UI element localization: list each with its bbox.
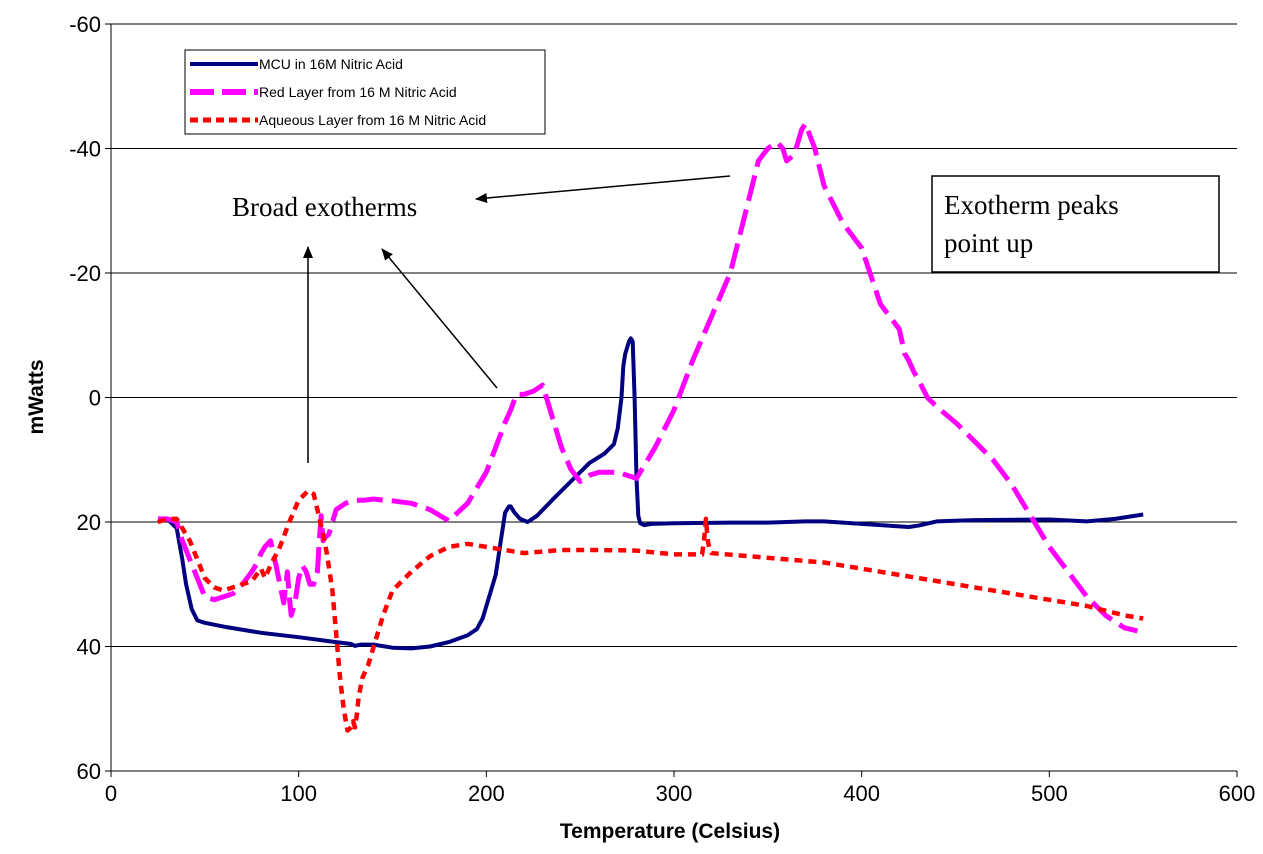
y-axis-title: mWatts bbox=[25, 359, 48, 434]
x-tick-label-0: 0 bbox=[105, 781, 117, 806]
series-line-1 bbox=[157, 121, 1139, 634]
gridlines bbox=[111, 23, 1237, 772]
x-tick-label-3: 300 bbox=[656, 781, 693, 806]
y-tick-label-4: 20 bbox=[77, 510, 101, 535]
x-tick-label-6: 600 bbox=[1219, 781, 1256, 806]
y-tick-label-1: -40 bbox=[69, 137, 101, 162]
y-tick-label-6: 60 bbox=[77, 759, 101, 784]
x-tick-label-4: 400 bbox=[843, 781, 880, 806]
y-tick-label-0: -60 bbox=[69, 12, 101, 37]
annotation-arrow-left bbox=[475, 175, 731, 203]
legend-label-mcu: MCU in 16M Nitric Acid bbox=[259, 56, 403, 72]
x-tick-label-5: 500 bbox=[1031, 781, 1068, 806]
legend-label-red-layer: Red Layer from 16 M Nitric Acid bbox=[259, 84, 457, 100]
legend-label-aqueous-layer: Aqueous Layer from 16 M Nitric Acid bbox=[259, 112, 486, 128]
y-tick-label-3: 0 bbox=[89, 386, 101, 411]
series-lines bbox=[157, 121, 1144, 733]
x-tick-label-1: 100 bbox=[280, 781, 317, 806]
exotherm-note-line-1: Exotherm peaks bbox=[944, 190, 1119, 220]
annotations: Broad exotherms Exotherm peaks point up bbox=[232, 175, 1220, 463]
x-axis-title: Temperature (Celsius) bbox=[560, 820, 780, 843]
series-line-0 bbox=[157, 336, 1144, 651]
exotherm-note-line-2: point up bbox=[944, 228, 1033, 258]
series-line-2 bbox=[157, 488, 1144, 733]
legend: MCU in 16M Nitric Acid Red Layer from 16… bbox=[184, 49, 546, 135]
y-tick-label-5: 40 bbox=[77, 635, 101, 660]
x-tick-label-2: 200 bbox=[468, 781, 505, 806]
annotation-arrow-diagonal bbox=[381, 248, 498, 389]
exotherm-note-box bbox=[931, 175, 1220, 273]
y-tick-label-2: -20 bbox=[69, 261, 101, 286]
annotation-broad-exotherms: Broad exotherms bbox=[232, 192, 417, 222]
